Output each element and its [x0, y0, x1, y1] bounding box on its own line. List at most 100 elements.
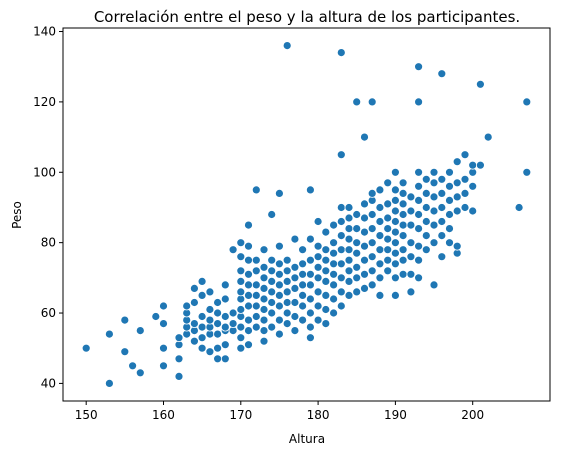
x-tick-label: 170 [229, 408, 252, 422]
data-point [398, 231, 408, 241]
data-point [282, 276, 292, 286]
data-point [452, 178, 462, 188]
data-point [383, 266, 393, 276]
data-point [352, 248, 362, 258]
data-point [414, 62, 424, 72]
data-point [189, 298, 199, 307]
data-point [298, 301, 308, 311]
data-point [220, 294, 230, 304]
data-point [290, 262, 300, 272]
data-point [135, 326, 145, 336]
data-point [475, 79, 485, 89]
data-point [445, 167, 454, 177]
data-point [414, 255, 424, 265]
data-point [383, 213, 393, 223]
data-point [406, 206, 416, 216]
data-point [305, 308, 315, 318]
data-point [259, 294, 269, 304]
data-point [267, 255, 277, 265]
data-point [468, 160, 478, 170]
data-point [197, 322, 207, 332]
data-point [251, 280, 261, 290]
data-point [336, 273, 346, 283]
data-point [452, 206, 462, 216]
data-point [437, 203, 447, 212]
data-point [344, 276, 354, 286]
data-point [367, 188, 377, 198]
data-point [174, 371, 184, 381]
data-point [290, 298, 300, 307]
data-point [244, 326, 253, 336]
data-point [375, 259, 385, 269]
data-point [197, 343, 207, 353]
data-point [460, 203, 470, 212]
data-point [352, 224, 362, 234]
data-point [305, 322, 315, 332]
data-point [429, 192, 439, 202]
data-point [298, 269, 308, 279]
data-point [375, 185, 385, 195]
data-point [329, 238, 339, 248]
data-point [383, 234, 393, 244]
data-point [367, 97, 377, 107]
data-point [421, 245, 431, 255]
data-point [360, 213, 369, 223]
data-point [259, 336, 269, 346]
data-point [421, 203, 431, 212]
data-point [360, 227, 369, 237]
data-point [236, 305, 246, 314]
data-point [522, 167, 532, 177]
data-point [213, 298, 223, 307]
data-point [313, 241, 323, 251]
data-point [151, 312, 161, 321]
data-point [321, 245, 331, 255]
data-point [390, 206, 400, 216]
data-point [383, 255, 393, 265]
data-point [445, 238, 454, 248]
data-point [406, 192, 416, 202]
data-point [282, 266, 292, 276]
data-point [421, 231, 431, 241]
data-point [375, 203, 385, 212]
data-point [197, 333, 207, 343]
data-point [321, 305, 331, 314]
data-point [452, 241, 462, 251]
data-point [251, 185, 261, 195]
data-point [313, 262, 323, 272]
data-point [298, 290, 308, 300]
data-point [189, 319, 199, 329]
data-point [329, 269, 339, 279]
data-point [352, 273, 362, 283]
data-point [274, 280, 284, 290]
data-point [274, 259, 284, 269]
data-point [360, 269, 369, 279]
data-point [336, 203, 346, 212]
data-point [367, 210, 377, 219]
data-point [267, 276, 277, 286]
data-point [460, 174, 470, 184]
data-point [236, 276, 246, 286]
data-point [437, 174, 447, 184]
y-tick-label: 100 [33, 165, 56, 179]
data-point [383, 245, 393, 255]
data-point [414, 241, 424, 251]
data-point [274, 315, 284, 325]
data-point [213, 329, 223, 339]
data-point [282, 319, 292, 329]
data-point [367, 224, 377, 234]
data-point [344, 245, 354, 255]
data-point [298, 259, 308, 269]
data-point [220, 322, 230, 332]
data-point [105, 378, 114, 388]
data-point [313, 287, 323, 297]
data-point [205, 305, 215, 314]
data-point [398, 210, 408, 219]
data-point [352, 210, 362, 219]
data-point [390, 167, 400, 177]
data-point [336, 231, 346, 241]
data-point [329, 294, 339, 304]
data-point [452, 157, 462, 167]
data-point [213, 319, 223, 329]
x-tick-label: 200 [461, 408, 484, 422]
data-point [414, 224, 424, 234]
